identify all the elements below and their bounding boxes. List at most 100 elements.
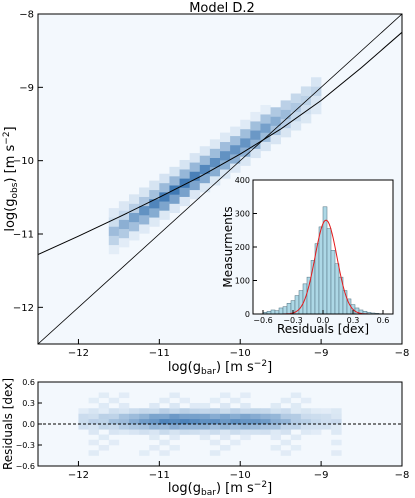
heatmap-cell [209, 148, 221, 158]
heatmap-cell [98, 424, 110, 430]
heatmap-cell [311, 77, 322, 87]
heatmap-cell [169, 413, 180, 420]
histogram-bar [270, 309, 276, 315]
heatmap-cell [199, 173, 211, 184]
heatmap-cell [300, 104, 312, 115]
heatmap-cell [169, 203, 180, 213]
heatmap-cell [189, 153, 201, 163]
heatmap-cell [280, 408, 292, 414]
heatmap-cell [169, 434, 180, 441]
heatmap-cell [230, 424, 241, 430]
heatmap-cell [78, 408, 89, 414]
x-tick-label: 0.3 [347, 316, 360, 325]
heatmap-cell [220, 424, 231, 430]
heatmap-cell [118, 219, 130, 230]
heatmap-cell [240, 429, 251, 435]
heatmap-cell [159, 408, 170, 414]
histogram-bar [274, 310, 280, 315]
histogram-x-ticks: −0.6 −0.3 0.0 0.3 0.6 [253, 310, 389, 325]
histogram-bar [326, 228, 332, 315]
heatmap-cell [300, 95, 312, 106]
heatmap-cell [88, 439, 99, 446]
heatmap-cell [209, 397, 221, 404]
heatmap-cell [209, 413, 221, 420]
heatmap-cell [169, 176, 180, 186]
histogram-y-ticks: 0 100 200 300 400 [235, 176, 257, 319]
x-tick-label: −10 [230, 348, 251, 359]
heatmap-cell [250, 148, 261, 159]
heatmap-cell [189, 189, 201, 200]
x-tick-label: −0.3 [283, 316, 302, 325]
x-tick-label: −9 [314, 348, 329, 359]
residual-panel: −12 −11 −10 −9 −8 −0.6 −0.3 0.0 0.3 0.6 log(gbar… [1, 378, 409, 498]
heatmap-cell [189, 418, 201, 425]
heatmap-cell [159, 418, 170, 425]
heatmap-cell [300, 397, 312, 404]
heatmap-cell [189, 429, 201, 435]
heatmap-cell [149, 217, 160, 227]
one-to-one-line [38, 14, 402, 344]
heatmap-cell [88, 413, 99, 420]
heatmap-cell [118, 429, 130, 435]
x-tick-label: 0.0 [317, 316, 330, 325]
heatmap-cell [108, 413, 120, 420]
heatmap-cell [270, 418, 281, 425]
heatmap-cell [78, 418, 89, 425]
x-tick-label: −11 [149, 348, 170, 359]
heatmap-cell [139, 424, 150, 430]
heatmap-cell [240, 392, 251, 399]
residual-x-ticks: −12 −11 −10 −9 −8 [68, 461, 409, 481]
heatmap-cell [98, 413, 110, 420]
heatmap-cell [230, 154, 241, 164]
heatmap-cell [290, 434, 302, 441]
heatmap-cell [270, 408, 281, 414]
heatmap-cell [280, 418, 292, 425]
heatmap-cell [179, 178, 190, 188]
heatmap-cell [331, 413, 342, 420]
heatmap-cell [270, 107, 281, 117]
histogram-bar [298, 290, 304, 315]
heatmap-cell [220, 160, 231, 170]
heatmap-cell [250, 111, 261, 122]
x-tick-label: −8 [395, 348, 410, 359]
x-tick-label: −11 [149, 470, 170, 481]
y-tick-label: −9 [19, 83, 34, 94]
heatmap-cell [260, 408, 271, 414]
heatmap-cell [129, 221, 140, 232]
y-tick-label: −11 [13, 230, 34, 241]
heatmap-cell [300, 429, 312, 435]
heatmap-cell [108, 408, 120, 414]
main-x-label: log(gbar) [m s−2] [168, 359, 272, 377]
y-tick-label: 300 [235, 210, 250, 219]
heatmap-cell [159, 173, 170, 184]
heatmap-cell [108, 217, 120, 227]
heatmap-cell [159, 210, 170, 220]
heatmap-cell [159, 192, 170, 202]
heatmap-cell [189, 180, 201, 191]
heatmap-cell [118, 403, 130, 409]
heatmap-cell [230, 408, 241, 414]
heatmap-cell [149, 403, 160, 409]
heatmap-cell [149, 189, 160, 200]
heatmap-cell [240, 138, 251, 148]
heatmap-cell [290, 413, 302, 420]
heatmap-cell [199, 434, 211, 441]
heatmap-cell [169, 424, 180, 430]
heatmap-cell [118, 413, 130, 420]
heatmap-cell [179, 187, 190, 197]
heatmap-cell [189, 413, 201, 420]
heatmap-cell [169, 429, 180, 435]
heatmap-cell [240, 403, 251, 409]
heatmap-cell [169, 392, 180, 399]
x-tick-label: −10 [230, 470, 251, 481]
figure-title: Model D.2 [189, 1, 255, 16]
heatmap-cell [179, 196, 190, 207]
histogram-y-label: Measurments [221, 206, 235, 287]
heatmap-cell [199, 182, 211, 193]
heatmap-cell [331, 450, 342, 456]
heatmap-cell [321, 424, 332, 430]
heatmap-cell [129, 424, 140, 430]
heatmap-cell [290, 424, 302, 430]
heatmap-cell [270, 429, 281, 435]
heatmap-cell [179, 408, 190, 414]
